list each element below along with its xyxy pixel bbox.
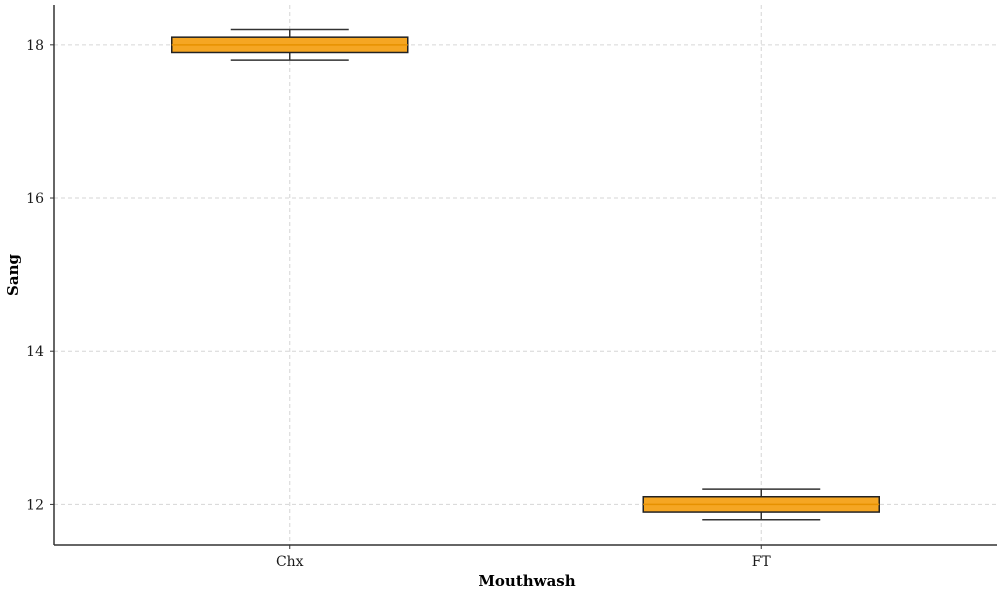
x-axis-title: Mouthwash — [478, 572, 575, 590]
y-tick-label: 16 — [26, 191, 44, 207]
tick-labels: 12 14 16 18 Chx FT — [26, 38, 771, 570]
x-tick-label: Chx — [276, 554, 304, 570]
y-tick-label: 14 — [26, 344, 44, 360]
grid-lines — [54, 5, 997, 545]
box-chx — [171, 28, 409, 61]
boxes-layer — [171, 28, 880, 521]
box-ft — [642, 488, 880, 521]
y-axis-title: Sang — [4, 254, 22, 296]
y-tick-label: 18 — [26, 38, 44, 54]
x-tick-label: FT — [752, 554, 772, 570]
axes — [53, 5, 997, 546]
y-tick-label: 12 — [26, 497, 44, 513]
